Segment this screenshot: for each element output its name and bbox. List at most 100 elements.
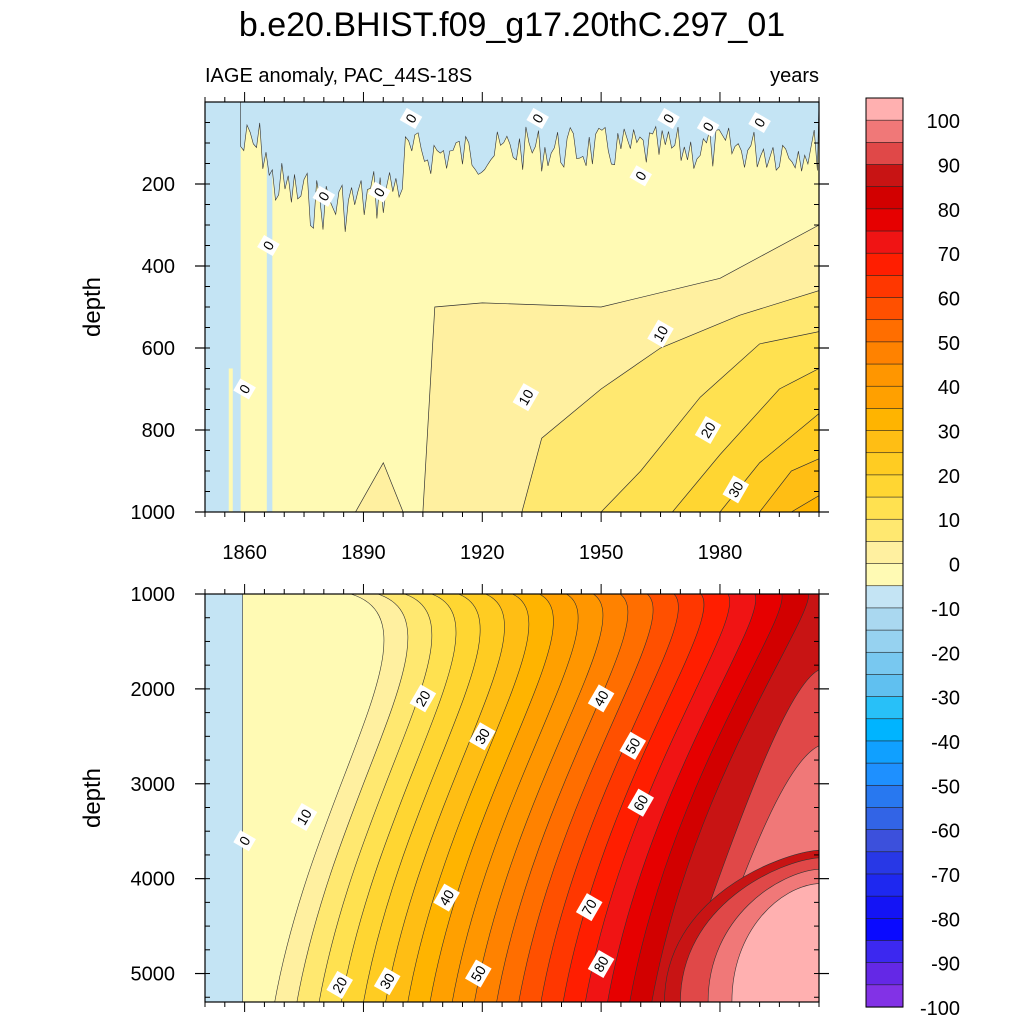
upper-contour-label: 0 — [312, 185, 336, 207]
colorbar-label: 90 — [938, 156, 960, 178]
upper-contour-label-text: 10 — [650, 323, 672, 345]
lower-contour-label-box — [290, 802, 318, 832]
colorbar-swatch — [865, 873, 904, 897]
lower-contour-label-box — [465, 959, 492, 988]
lower-contour-label: 40 — [587, 684, 615, 713]
lower-contour-label-text: 40 — [590, 687, 612, 709]
upper-negative-band — [205, 102, 241, 512]
colorbar-label: -70 — [931, 865, 960, 887]
lower-y-tick-label: 2000 — [131, 679, 176, 701]
upper-negative-band — [266, 102, 273, 512]
lower-contour-label-box — [627, 788, 654, 817]
upper-contour-label: 10 — [647, 319, 674, 348]
upper-contour-label-box — [512, 383, 540, 412]
colorbar-label: 100 — [927, 111, 960, 133]
colorbar-swatch — [865, 164, 904, 188]
upper-y-tick-label: 1000 — [131, 502, 176, 524]
lower-contour-label-box — [619, 731, 647, 760]
lower-contour-label: 20 — [409, 684, 437, 713]
colorbar-label: 50 — [938, 333, 960, 355]
colorbar-swatch — [865, 119, 904, 143]
lower-contour-fill — [205, 594, 819, 1002]
lower-contour-label-box — [326, 970, 353, 999]
lower-negative-band — [205, 594, 243, 1002]
chart-subtitle-left: IAGE anomaly, PAC_44S-18S — [205, 65, 472, 87]
upper-contour-label: 10 — [512, 383, 540, 412]
upper-contour-label: 0 — [657, 107, 680, 129]
colorbar-swatch — [865, 563, 904, 587]
lower-contour-label: 40 — [433, 883, 460, 912]
colorbar-swatch — [865, 518, 904, 543]
upper-contour-label-box — [647, 319, 674, 348]
upper-contour-label: 0 — [629, 165, 652, 187]
colorbar-swatch — [865, 784, 904, 809]
upper-contour-label-box — [368, 181, 391, 203]
lower-y-tick-label: 5000 — [131, 964, 176, 986]
colorbar-label: -30 — [931, 688, 960, 710]
upper-contour-band — [790, 495, 819, 512]
lower-contour-label-box — [409, 684, 437, 713]
lower-contour-label: 60 — [627, 788, 654, 817]
lower-contour-label-text: 60 — [630, 792, 652, 814]
colorbar-swatch — [865, 918, 904, 942]
upper-contour-label-box — [694, 415, 722, 445]
upper-contour-label-box — [748, 111, 771, 134]
lower-contour-label: 50 — [465, 959, 492, 988]
colorbar-label: -50 — [931, 776, 960, 798]
colorbar-swatch — [865, 341, 904, 365]
colorbar-swatch — [865, 252, 904, 276]
colorbar-label: 0 — [949, 555, 960, 577]
upper-y-tick-label: 200 — [142, 174, 175, 196]
upper-contour-label: 0 — [368, 181, 391, 203]
upper-contour-label-box — [657, 107, 680, 129]
upper-contour-label-box — [629, 165, 652, 187]
lower-contour-label-box — [373, 967, 401, 996]
colorbar-swatch — [865, 97, 904, 121]
lower-x-axis-ticks — [204, 584, 820, 1012]
lower-contour-label-text: 30 — [376, 970, 398, 992]
lower-y-tick-label: 1000 — [131, 584, 176, 606]
x-tick-label: 1920 — [460, 542, 505, 564]
x-tick-label: 1860 — [222, 542, 267, 564]
lower-contour-label-text: 50 — [622, 735, 644, 757]
colorbar-swatch — [865, 474, 904, 498]
colorbar-swatch — [865, 186, 904, 210]
x-tick-label: 1950 — [579, 542, 624, 564]
upper-positive-sliver — [228, 368, 233, 512]
lower-contour-label-box — [233, 830, 256, 852]
lower-contour-label-text: 20 — [329, 974, 351, 996]
colorbar-swatch — [865, 275, 904, 299]
lower-contour-label: 10 — [290, 802, 318, 832]
colorbar-label: -80 — [931, 909, 960, 931]
colorbar-swatch — [865, 718, 904, 742]
lower-contour-label: 30 — [469, 722, 496, 751]
upper-contour-label-box — [399, 107, 423, 129]
upper-contour-label: 0 — [233, 378, 256, 400]
colorbar: 1009080706050403020100-10-20-30-40-50-60… — [865, 97, 960, 1020]
upper-contour-label-text: 20 — [697, 419, 719, 441]
colorbar-swatch — [865, 319, 904, 343]
x-tick-label: 1890 — [341, 542, 386, 564]
upper-y-tick-label: 600 — [142, 338, 175, 360]
lower-y-tick-label: 3000 — [131, 774, 176, 796]
upper-y-axis-label: depth — [79, 277, 106, 337]
upper-contour-label: 20 — [694, 415, 722, 445]
colorbar-swatch — [865, 496, 904, 520]
lower-contour-label: 20 — [326, 970, 353, 999]
lower-contour-label-box — [575, 893, 603, 922]
colorbar-frame — [865, 97, 904, 1008]
colorbar-swatch — [865, 452, 904, 476]
colorbar-label: 10 — [938, 510, 960, 532]
upper-contour-label: 0 — [399, 107, 423, 129]
colorbar-swatch — [865, 607, 904, 631]
colorbar-label: -20 — [931, 643, 960, 665]
lower-contour-label-text: 70 — [578, 896, 600, 918]
colorbar-label: 60 — [938, 289, 960, 311]
upper-contour-label-box — [526, 107, 549, 129]
colorbar-swatch — [865, 829, 904, 853]
colorbar-label: 20 — [938, 466, 960, 488]
colorbar-label: 80 — [938, 200, 960, 222]
